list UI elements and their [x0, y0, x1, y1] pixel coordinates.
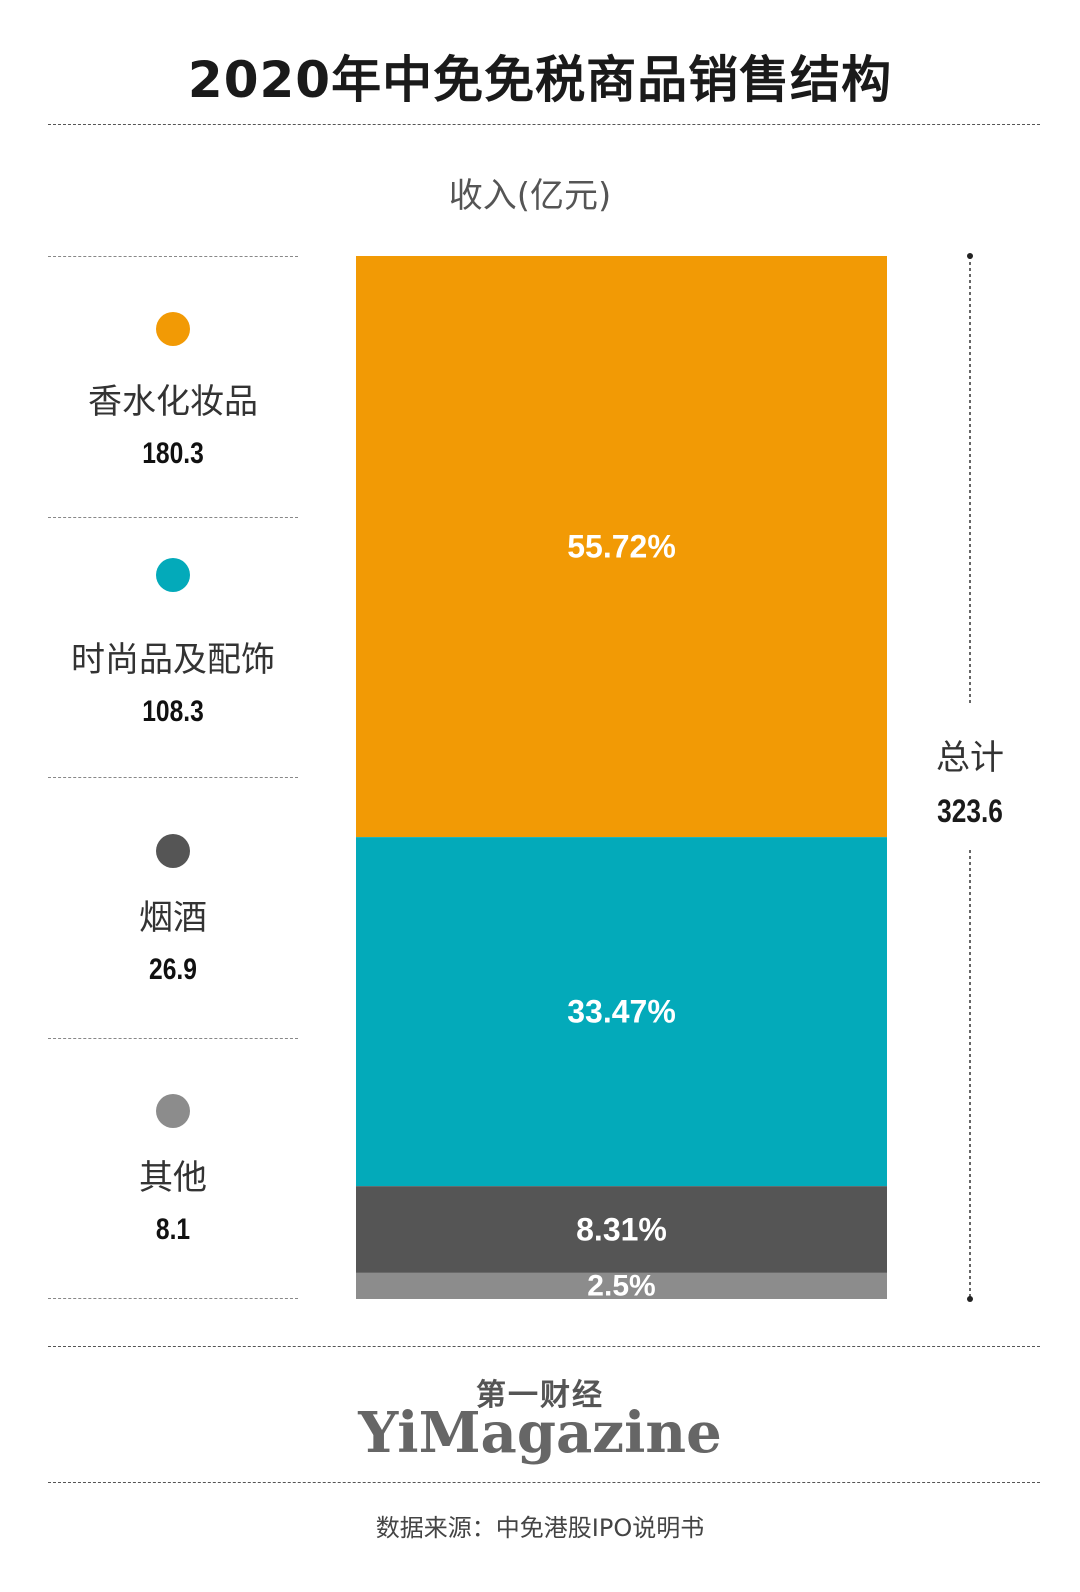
title-divider [48, 124, 1040, 125]
chart-title: 2020年中免免税商品销售结构 [187, 51, 893, 109]
logo-cn: 第一财经 [476, 1378, 604, 1413]
legend-name: 香水化妆品 [88, 382, 258, 422]
legend-value: 8.1 [155, 1213, 191, 1246]
bar-segment-other [356, 1272, 887, 1299]
total-bracket-bottom-dot [967, 1296, 973, 1302]
footer-divider [48, 1482, 1040, 1483]
legend-value: 180.3 [142, 437, 204, 470]
legend-divider [48, 1298, 298, 1299]
legend-divider [48, 1038, 298, 1039]
legend-item-fashion: 时尚品及配饰 108.3 [48, 558, 298, 729]
legend-value: 26.9 [149, 953, 197, 986]
total-label: 总计 323.6 [910, 730, 1030, 830]
legend-name: 时尚品及配饰 [71, 640, 275, 680]
legend-name: 烟酒 [139, 898, 207, 938]
legend-item-cosmetics: 香水化妆品 180.3 [48, 312, 298, 471]
bar-segment-cosmetics [356, 256, 887, 838]
percent-label: 8.31% [576, 1212, 667, 1248]
legend-dot-cosmetics [156, 312, 190, 346]
source-note: 数据来源：中免港股IPO说明书 [375, 1514, 705, 1542]
legend-name: 其他 [139, 1158, 207, 1198]
total-bracket-top-dot [967, 253, 973, 259]
percent-label: 55.72% [567, 529, 676, 565]
total-name: 总计 [936, 738, 1004, 778]
legend-divider [48, 517, 298, 518]
legend-dot-other [156, 1094, 190, 1128]
percent-label: 2.5% [587, 1269, 655, 1302]
bar-segment-tobacco [356, 1186, 887, 1273]
legend-item-other: 其他 8.1 [48, 1094, 298, 1247]
y-axis-label: 收入(亿元) [448, 176, 612, 216]
legend-divider [48, 777, 298, 778]
legend-dot-fashion [156, 558, 190, 592]
legend-divider [48, 256, 298, 257]
percent-label: 33.47% [567, 994, 676, 1030]
legend-dot-tobacco [156, 834, 190, 868]
legend-value: 108.3 [142, 695, 204, 728]
footer-divider [48, 1346, 1040, 1347]
legend-item-tobacco: 烟酒 26.9 [48, 834, 298, 987]
logo-en: YiMagazine [358, 1400, 722, 1466]
bar-segment-fashion [356, 837, 887, 1187]
total-value: 323.6 [937, 793, 1003, 829]
